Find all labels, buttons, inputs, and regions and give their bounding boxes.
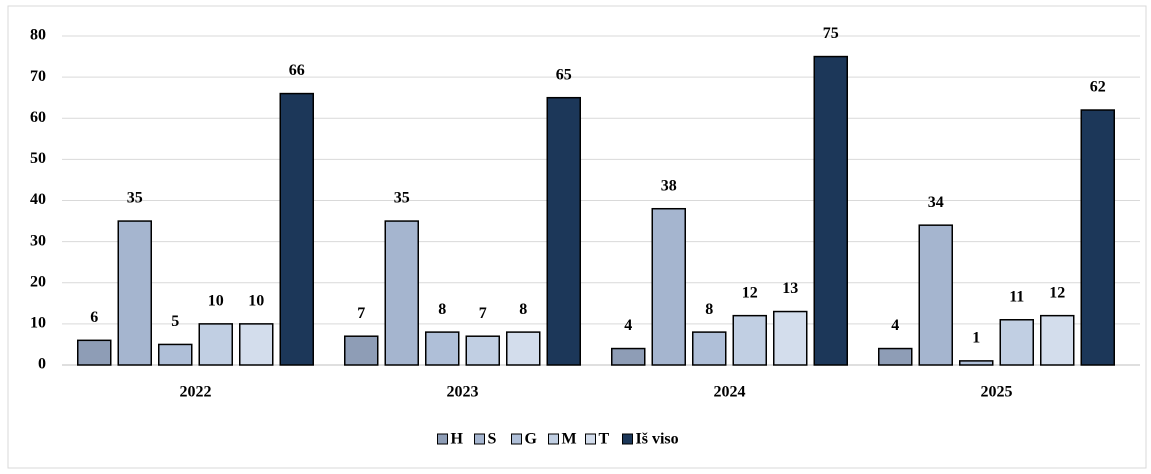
y-tick-label: 60: [30, 109, 46, 126]
data-label: 5: [171, 313, 179, 330]
data-label: 35: [127, 190, 143, 207]
data-label: 6: [90, 309, 98, 326]
bar: [77, 339, 112, 366]
legend-swatch: [548, 433, 559, 445]
bar: [611, 347, 646, 366]
x-tick-label: 2025: [981, 384, 1013, 401]
data-label: 7: [357, 305, 365, 322]
data-label: 62: [1090, 79, 1106, 96]
y-tick-label: 40: [30, 191, 46, 208]
data-label: 65: [556, 66, 572, 83]
legend-swatch: [622, 433, 633, 445]
data-label: 13: [782, 280, 798, 297]
y-tick-label: 70: [30, 68, 46, 85]
bar: [651, 207, 686, 366]
bar: [773, 310, 808, 366]
data-label: 7: [479, 305, 487, 322]
bar: [158, 343, 193, 366]
data-label: 11: [1009, 288, 1024, 305]
bar: [999, 319, 1034, 366]
y-tick-label: 20: [30, 273, 46, 290]
bar: [425, 331, 460, 366]
data-label: 8: [438, 301, 446, 318]
y-tick-label: 30: [30, 232, 46, 249]
data-label: 10: [248, 293, 264, 310]
bar: [1040, 314, 1075, 366]
data-label: 8: [705, 301, 713, 318]
data-label: 8: [519, 301, 527, 318]
legend-label: T: [599, 431, 610, 448]
x-tick-label: 2022: [180, 384, 212, 401]
data-label: 35: [394, 190, 410, 207]
legend-swatch: [585, 433, 596, 445]
data-label: 34: [928, 194, 944, 211]
bar: [198, 323, 233, 366]
data-label: 10: [208, 293, 224, 310]
legend-swatch: [474, 433, 485, 445]
bar: [239, 323, 274, 366]
x-tick-label: 2023: [447, 384, 479, 401]
data-label: 4: [624, 317, 632, 334]
data-label: 75: [823, 25, 839, 42]
y-tick-label: 0: [38, 356, 46, 373]
bar: [878, 347, 913, 366]
x-tick-label: 2024: [714, 384, 746, 401]
legend-swatch: [511, 433, 522, 445]
y-tick-label: 10: [30, 315, 46, 332]
legend-label: G: [525, 431, 538, 448]
bar: [384, 220, 419, 366]
bar: [692, 331, 727, 366]
data-label: 1: [972, 330, 980, 347]
bar: [959, 360, 994, 366]
bar: [732, 314, 767, 366]
bar: [546, 96, 581, 366]
legend-label: H: [451, 431, 464, 448]
bar: [813, 55, 848, 366]
bar: [279, 92, 314, 366]
legend-label: M: [562, 431, 577, 448]
bar: [918, 224, 953, 366]
data-label: 12: [1049, 284, 1065, 301]
data-label: 4: [891, 317, 899, 334]
legend-label: S: [488, 431, 497, 448]
data-label: 12: [742, 284, 758, 301]
data-label: 66: [289, 62, 305, 79]
legend-label: Iš viso: [636, 431, 679, 448]
y-tick-label: 80: [30, 27, 46, 44]
bar: [117, 220, 152, 366]
y-tick-label: 50: [30, 150, 46, 167]
bar: [465, 335, 500, 366]
data-label: 38: [661, 177, 677, 194]
legend-swatch: [437, 433, 448, 445]
bar: [344, 335, 379, 366]
bar: [506, 331, 541, 366]
bar: [1080, 109, 1115, 366]
